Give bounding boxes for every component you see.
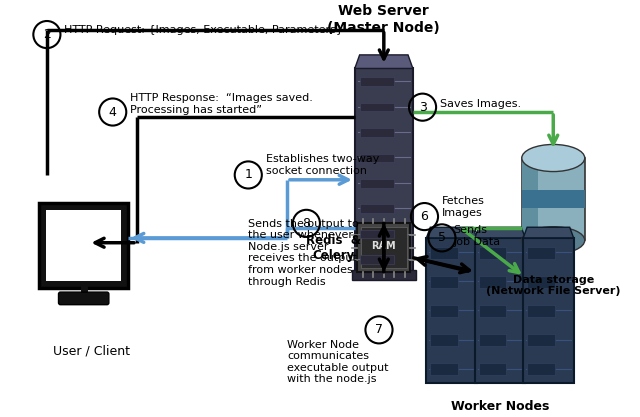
Text: Data storage
(Network File Server): Data storage (Network File Server) <box>486 275 621 296</box>
FancyBboxPatch shape <box>360 179 394 188</box>
Text: Web Server
(Master Node): Web Server (Master Node) <box>328 4 440 35</box>
FancyBboxPatch shape <box>479 334 506 347</box>
FancyBboxPatch shape <box>479 305 506 317</box>
Text: 7: 7 <box>375 323 383 337</box>
Polygon shape <box>355 55 413 68</box>
Text: Saves Images.: Saves Images. <box>440 99 521 109</box>
FancyBboxPatch shape <box>522 191 585 208</box>
FancyBboxPatch shape <box>360 103 394 111</box>
Polygon shape <box>524 227 573 238</box>
FancyBboxPatch shape <box>360 230 394 239</box>
FancyBboxPatch shape <box>360 128 394 137</box>
Ellipse shape <box>522 227 585 254</box>
FancyBboxPatch shape <box>430 305 458 317</box>
FancyBboxPatch shape <box>430 334 458 347</box>
Text: Redis  &
Celery: Redis & Celery <box>306 234 361 261</box>
FancyBboxPatch shape <box>527 305 555 317</box>
Text: Worker Node
communicates
executable output
with the node.js: Worker Node communicates executable outp… <box>287 339 388 384</box>
Text: 6: 6 <box>420 210 428 223</box>
Text: 1: 1 <box>244 168 252 181</box>
Text: User / Client: User / Client <box>52 344 130 357</box>
FancyBboxPatch shape <box>46 210 122 281</box>
Text: 8: 8 <box>302 217 310 230</box>
FancyBboxPatch shape <box>58 292 109 305</box>
FancyBboxPatch shape <box>430 363 458 375</box>
Text: 5: 5 <box>438 231 446 244</box>
FancyBboxPatch shape <box>479 363 506 375</box>
Text: 2: 2 <box>43 28 51 41</box>
Polygon shape <box>426 227 477 238</box>
FancyBboxPatch shape <box>39 203 128 288</box>
FancyBboxPatch shape <box>475 238 525 383</box>
FancyBboxPatch shape <box>527 246 555 259</box>
FancyBboxPatch shape <box>527 276 555 288</box>
Text: Fetches
Images: Fetches Images <box>442 196 484 218</box>
FancyBboxPatch shape <box>524 238 573 383</box>
Text: HTTP Response:  “Images saved.
Processing has started”: HTTP Response: “Images saved. Processing… <box>130 93 313 115</box>
FancyBboxPatch shape <box>527 363 555 375</box>
FancyBboxPatch shape <box>479 276 506 288</box>
FancyBboxPatch shape <box>352 270 416 279</box>
FancyBboxPatch shape <box>430 246 458 259</box>
FancyBboxPatch shape <box>522 158 585 240</box>
FancyBboxPatch shape <box>360 255 394 264</box>
Text: 4: 4 <box>109 106 116 118</box>
Polygon shape <box>475 227 525 238</box>
Text: 3: 3 <box>419 100 426 114</box>
FancyBboxPatch shape <box>361 227 406 268</box>
FancyBboxPatch shape <box>479 246 506 259</box>
FancyBboxPatch shape <box>360 204 394 213</box>
FancyBboxPatch shape <box>527 334 555 347</box>
Text: Establishes two-way
socket connection: Establishes two-way socket connection <box>266 154 379 176</box>
Ellipse shape <box>522 144 585 171</box>
Text: Worker Nodes: Worker Nodes <box>451 399 549 412</box>
FancyBboxPatch shape <box>357 224 410 272</box>
FancyBboxPatch shape <box>522 158 538 240</box>
FancyBboxPatch shape <box>430 276 458 288</box>
Text: Sends the output to
the user whenever
Node.js server
receives the output
from wo: Sends the output to the user whenever No… <box>248 219 359 286</box>
Text: Sends
Job Data: Sends Job Data <box>454 225 500 247</box>
FancyBboxPatch shape <box>360 77 394 86</box>
FancyBboxPatch shape <box>355 68 413 272</box>
FancyBboxPatch shape <box>360 153 394 162</box>
Text: RAM: RAM <box>371 241 396 251</box>
FancyBboxPatch shape <box>426 238 477 383</box>
Text: HTTP Request: {Images, Executable, Parameters}: HTTP Request: {Images, Executable, Param… <box>64 25 343 35</box>
